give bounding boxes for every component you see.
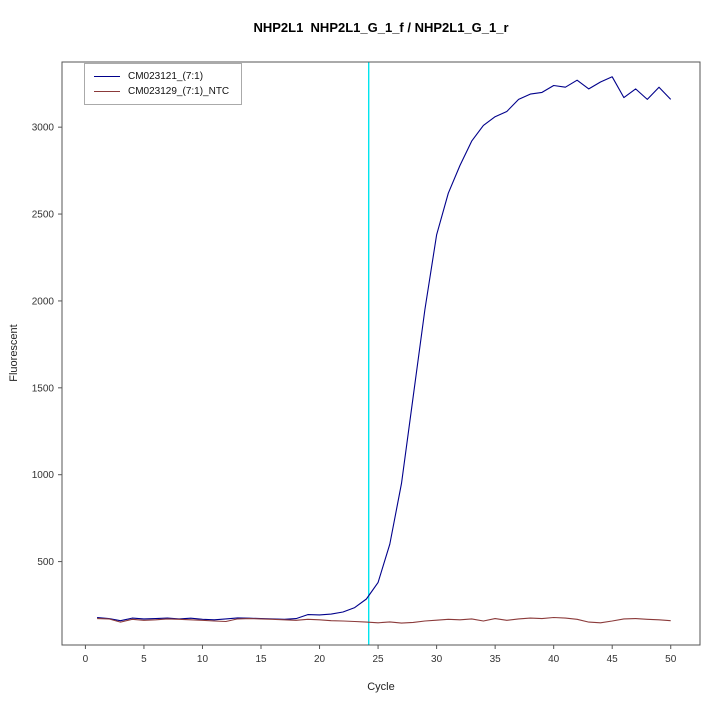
svg-text:10: 10: [197, 654, 209, 665]
svg-text:500: 500: [37, 557, 54, 568]
svg-text:50: 50: [665, 654, 677, 665]
svg-text:40: 40: [548, 654, 560, 665]
svg-text:15: 15: [255, 654, 267, 665]
svg-text:2500: 2500: [32, 210, 55, 221]
svg-text:1500: 1500: [32, 383, 55, 394]
legend-label-ntc: CM023129_(7:1)_NTC: [128, 86, 230, 97]
svg-text:20: 20: [314, 654, 326, 665]
legend: CM023121_(7:1) CM023129_(7:1)_NTC: [84, 63, 243, 105]
ntc-series-line-icon: [94, 91, 120, 92]
svg-text:25: 25: [373, 654, 385, 665]
sample-series-line-icon: [94, 76, 120, 77]
legend-label-sample: CM023121_(7:1): [128, 71, 204, 82]
svg-text:3000: 3000: [32, 123, 55, 134]
svg-text:0: 0: [83, 654, 89, 665]
legend-item-ntc: CM023129_(7:1)_NTC: [94, 84, 229, 99]
svg-text:35: 35: [490, 654, 502, 665]
svg-text:1000: 1000: [32, 470, 55, 481]
svg-text:2000: 2000: [32, 296, 55, 307]
svg-text:30: 30: [431, 654, 443, 665]
chart-title: NHP2L1 NHP2L1_G_1_f / NHP2L1_G_1_r: [253, 20, 509, 35]
svg-text:5: 5: [141, 654, 147, 665]
x-axis-label: Cycle: [367, 681, 395, 693]
svg-text:45: 45: [607, 654, 619, 665]
legend-item-sample: CM023121_(7:1): [94, 69, 229, 84]
y-axis-label: Fluorescent: [8, 324, 20, 382]
